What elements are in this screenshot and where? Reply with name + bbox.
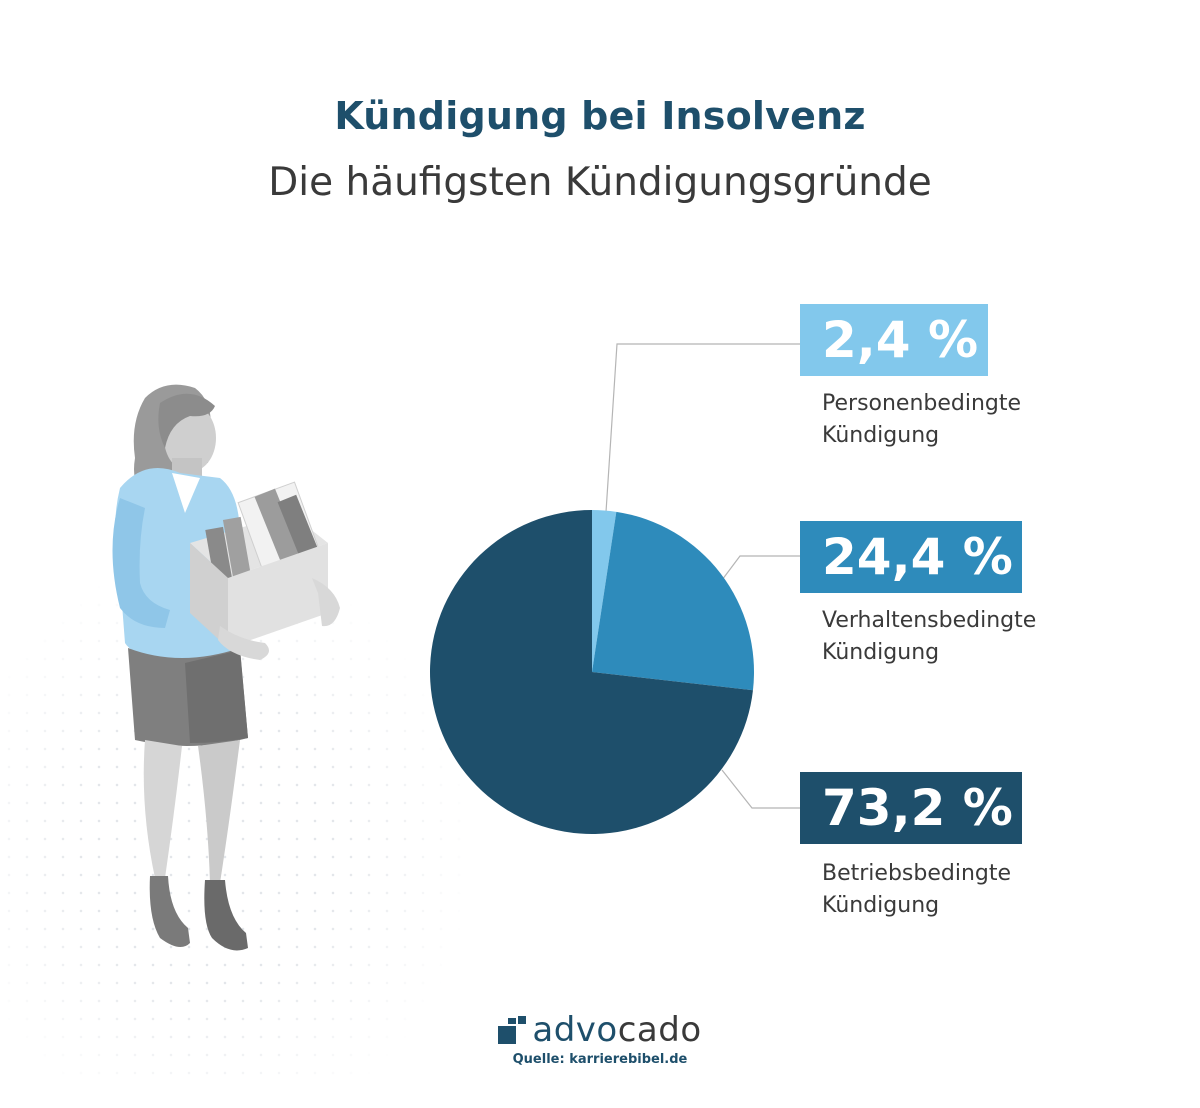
logo-mark-icon: [498, 1016, 527, 1044]
chart-subtitle: Die häufigsten Kündigungsgründe: [268, 160, 932, 205]
advocado-logo: advocado: [0, 1008, 1200, 1052]
pie-slice-personenbedingt: [592, 510, 617, 672]
leader-line-betriebsbedingt: [721, 769, 800, 809]
label-verhaltensbedingt: Verhaltensbedingte Kündigung: [822, 608, 1037, 665]
pie-slice-betriebsbedingt: [430, 510, 753, 834]
source-note: Quelle: karrierebibel.de: [512, 1052, 688, 1067]
value-badge-verhaltensbedingt: 24,4 %: [800, 521, 1022, 593]
label-personenbedingt: Personenbedingte Kündigung: [822, 391, 1022, 448]
logo-wordmark-light: cado: [617, 1010, 702, 1050]
logo-wordmark: advocado: [532, 1010, 701, 1050]
pie-slice-verhaltensbedingt: [592, 511, 754, 691]
leader-line-personenbedingt: [605, 343, 800, 513]
logo-wordmark-bold: advo: [532, 1010, 618, 1050]
value-badge-personenbedingt: 2,4 %: [800, 304, 988, 376]
leader-line-verhaltensbedingt: [721, 555, 800, 581]
woman-with-box-illustration: [112, 384, 340, 951]
chart-title: Kündigung bei Insolvenz: [334, 94, 866, 138]
label-betriebsbedingt: Betriebsbedingte Kündigung: [822, 861, 1012, 918]
value-badge-betriebsbedingt: 73,2 %: [800, 772, 1022, 844]
